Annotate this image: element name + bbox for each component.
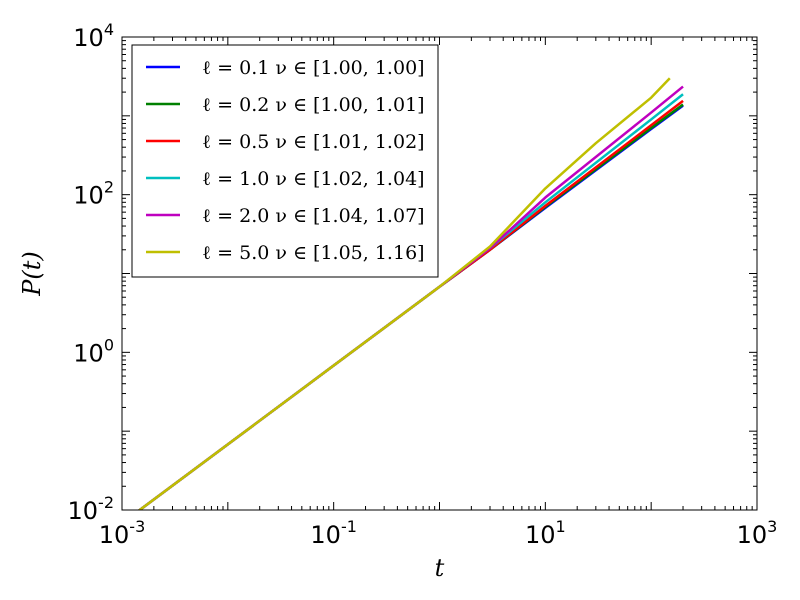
legend: ℓ = 0.1 ν ∈ [1.00, 1.00] ℓ = 0.2 ν ∈ [1.0…	[131, 44, 439, 278]
series-line-6	[137, 77, 671, 510]
x-tick-label: 103	[737, 517, 778, 549]
plot-frame	[121, 36, 758, 511]
legend-label: ℓ = 0.2 ν ∈ [1.00, 1.01]	[202, 94, 425, 116]
y-tick-label: 10-2	[68, 493, 115, 525]
legend-label: ℓ = 1.0 ν ∈ [1.02, 1.04]	[202, 168, 425, 190]
legend-box	[131, 44, 439, 278]
series-layer	[137, 77, 684, 510]
legend-label: ℓ = 0.5 ν ∈ [1.01, 1.02]	[202, 131, 425, 153]
legend-label: ℓ = 5.0 ν ∈ [1.05, 1.16]	[202, 242, 425, 264]
y-tick-label: 100	[73, 335, 114, 367]
y-tick-label: 102	[73, 178, 114, 210]
y-axis-label: P(t)	[18, 251, 46, 297]
x-axis-label: t	[435, 554, 445, 582]
legend-label: ℓ = 0.1 ν ∈ [1.00, 1.00]	[202, 57, 425, 79]
tick-labels: 10-3 10-1 101 103 10-2 100 102 104	[68, 20, 778, 549]
x-tick-label: 10-1	[310, 517, 357, 549]
legend-label: ℓ = 2.0 ν ∈ [1.04, 1.07]	[202, 205, 425, 227]
x-tick-label: 10-3	[99, 517, 146, 549]
y-tick-label: 104	[73, 20, 114, 52]
x-tick-label: 101	[525, 517, 566, 549]
